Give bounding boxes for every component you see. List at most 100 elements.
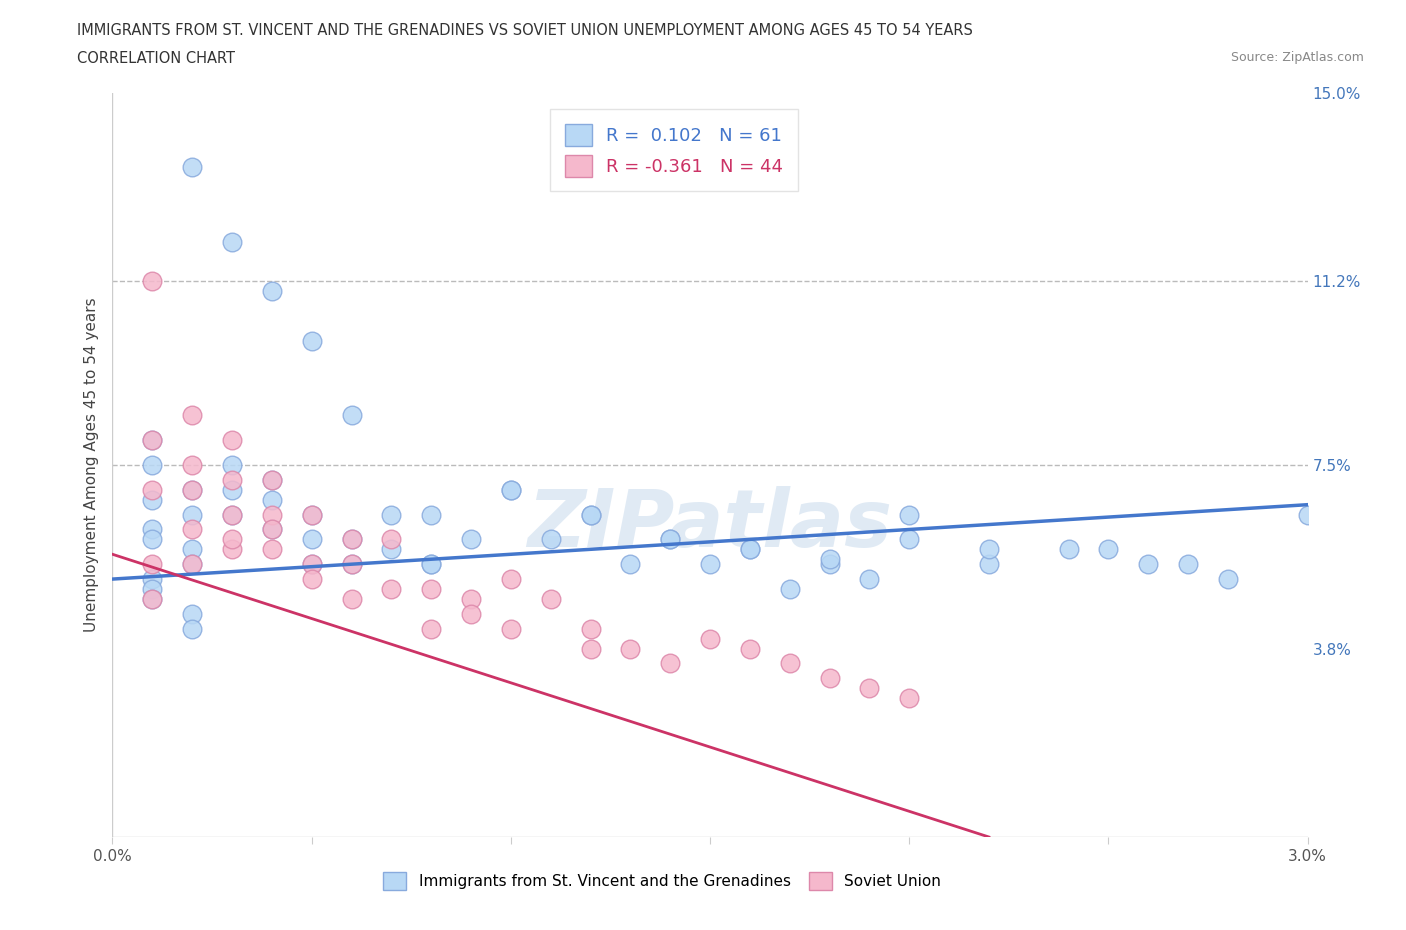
Point	[659, 532, 682, 547]
Point	[898, 507, 921, 522]
Point	[141, 572, 163, 587]
Point	[1097, 542, 1119, 557]
Point	[181, 542, 204, 557]
Point	[181, 522, 204, 537]
Point	[260, 507, 283, 522]
Text: Source: ZipAtlas.com: Source: ZipAtlas.com	[1230, 51, 1364, 64]
Point	[858, 681, 880, 696]
Point	[380, 581, 402, 596]
Point	[181, 408, 204, 423]
Point	[779, 581, 801, 596]
Point	[818, 551, 841, 566]
Point	[141, 432, 163, 447]
Point	[499, 483, 522, 498]
Point	[181, 507, 204, 522]
Point	[141, 274, 163, 289]
Point	[221, 458, 243, 472]
Point	[380, 542, 402, 557]
Point	[141, 591, 163, 606]
Point	[738, 641, 761, 656]
Point	[499, 483, 522, 498]
Point	[301, 507, 323, 522]
Point	[141, 432, 163, 447]
Point	[619, 557, 641, 572]
Point	[818, 557, 841, 572]
Point	[858, 572, 880, 587]
Point	[260, 522, 283, 537]
Point	[181, 458, 204, 472]
Text: IMMIGRANTS FROM ST. VINCENT AND THE GRENADINES VS SOVIET UNION UNEMPLOYMENT AMON: IMMIGRANTS FROM ST. VINCENT AND THE GREN…	[77, 23, 973, 38]
Point	[1296, 507, 1319, 522]
Text: ZIPatlas: ZIPatlas	[527, 485, 893, 564]
Point	[260, 492, 283, 507]
Point	[221, 507, 243, 522]
Point	[260, 284, 283, 299]
Point	[301, 507, 323, 522]
Point	[420, 557, 443, 572]
Point	[181, 621, 204, 636]
Point	[301, 334, 323, 349]
Point	[499, 572, 522, 587]
Point	[818, 671, 841, 685]
Point	[420, 621, 443, 636]
Point	[260, 522, 283, 537]
Point	[898, 532, 921, 547]
Point	[420, 581, 443, 596]
Point	[181, 557, 204, 572]
Point	[499, 621, 522, 636]
Y-axis label: Unemployment Among Ages 45 to 54 years: Unemployment Among Ages 45 to 54 years	[83, 298, 98, 632]
Legend: Immigrants from St. Vincent and the Grenadines, Soviet Union: Immigrants from St. Vincent and the Gren…	[377, 866, 948, 897]
Point	[221, 532, 243, 547]
Point	[460, 606, 482, 621]
Point	[141, 557, 163, 572]
Point	[380, 532, 402, 547]
Point	[699, 631, 721, 646]
Point	[221, 483, 243, 498]
Point	[1177, 557, 1199, 572]
Point	[301, 572, 323, 587]
Point	[738, 542, 761, 557]
Point	[260, 542, 283, 557]
Point	[460, 532, 482, 547]
Point	[1057, 542, 1080, 557]
Point	[181, 160, 204, 175]
Point	[141, 492, 163, 507]
Point	[141, 591, 163, 606]
Point	[181, 557, 204, 572]
Point	[420, 557, 443, 572]
Point	[380, 507, 402, 522]
Point	[340, 532, 363, 547]
Point	[221, 432, 243, 447]
Point	[579, 641, 602, 656]
Point	[738, 542, 761, 557]
Point	[1216, 572, 1239, 587]
Point	[977, 557, 1000, 572]
Point	[619, 641, 641, 656]
Point	[181, 606, 204, 621]
Point	[579, 507, 602, 522]
Point	[141, 581, 163, 596]
Point	[540, 532, 562, 547]
Point	[579, 621, 602, 636]
Point	[141, 458, 163, 472]
Point	[340, 532, 363, 547]
Point	[779, 656, 801, 671]
Point	[181, 483, 204, 498]
Point	[977, 542, 1000, 557]
Point	[141, 483, 163, 498]
Point	[659, 532, 682, 547]
Point	[699, 557, 721, 572]
Point	[301, 557, 323, 572]
Point	[420, 507, 443, 522]
Point	[340, 557, 363, 572]
Point	[301, 532, 323, 547]
Point	[340, 591, 363, 606]
Point	[340, 557, 363, 572]
Point	[898, 691, 921, 706]
Text: CORRELATION CHART: CORRELATION CHART	[77, 51, 235, 66]
Point	[221, 542, 243, 557]
Point	[141, 522, 163, 537]
Point	[659, 656, 682, 671]
Point	[221, 507, 243, 522]
Point	[181, 483, 204, 498]
